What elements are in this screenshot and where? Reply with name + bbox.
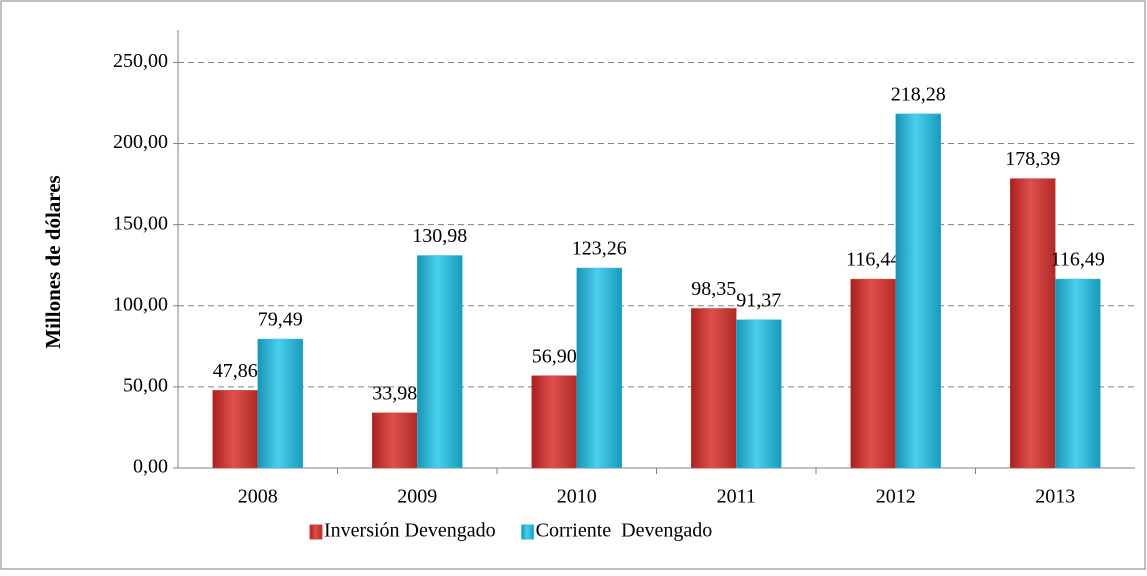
y-axis-label: Millones de dólares — [41, 175, 65, 348]
value-label: 33,98 — [372, 382, 417, 404]
legend-swatch — [309, 524, 323, 540]
value-label: 116,44 — [846, 249, 900, 271]
value-label: 178,39 — [1005, 148, 1060, 170]
bar — [850, 278, 896, 469]
legend-label: Inversión Devengado — [324, 520, 496, 542]
value-label: 116,49 — [1051, 249, 1105, 271]
bar — [531, 375, 577, 469]
y-tick-label: 0,00 — [133, 456, 168, 478]
bar — [736, 319, 782, 469]
legend-label: Corriente Devengado — [536, 520, 713, 542]
bar — [895, 113, 941, 469]
value-label: 47,86 — [213, 360, 258, 382]
x-tick-label: 2008 — [238, 486, 278, 508]
value-label: 98,35 — [691, 278, 736, 300]
x-tick-label: 2013 — [1035, 486, 1075, 508]
x-tick-label: 2012 — [876, 486, 916, 508]
bar — [372, 412, 418, 469]
bar — [1055, 278, 1101, 469]
x-tick-label: 2009 — [397, 486, 437, 508]
bar — [1010, 178, 1056, 469]
y-tick-label: 150,00 — [113, 212, 168, 234]
y-tick-label: 200,00 — [113, 131, 168, 153]
value-label: 79,49 — [258, 309, 303, 331]
bar — [257, 338, 303, 469]
y-tick-label: 250,00 — [113, 50, 168, 72]
value-label: 218,28 — [891, 83, 946, 105]
bar — [576, 267, 622, 469]
bar — [212, 390, 258, 469]
y-tick-label: 50,00 — [123, 374, 168, 396]
x-tick-label: 2011 — [717, 486, 756, 508]
bar — [691, 308, 737, 469]
y-tick-label: 100,00 — [113, 293, 168, 315]
value-label: 91,37 — [736, 289, 781, 311]
value-label: 56,90 — [532, 345, 577, 367]
value-label: 123,26 — [572, 238, 627, 260]
x-tick-label: 2010 — [557, 486, 597, 508]
value-label: 130,98 — [412, 225, 467, 247]
legend-swatch — [521, 524, 535, 540]
bar — [417, 255, 463, 469]
